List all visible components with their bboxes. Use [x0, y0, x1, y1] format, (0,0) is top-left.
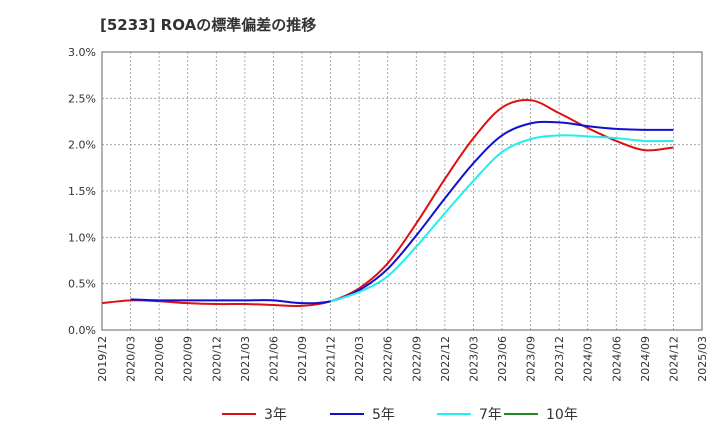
x-tick-label: 2023/06	[496, 336, 509, 382]
y-tick-label: 2.5%	[68, 92, 96, 105]
x-axis-tick-labels: 2019/12 2020/03 2020/06 2020/09 2020/12 2021/…	[96, 336, 709, 382]
y-tick-label: 1.5%	[68, 185, 96, 198]
y-tick-label: 0.0%	[68, 324, 96, 337]
series-line-5年	[130, 120, 674, 305]
x-tick-label: 2020/06	[153, 336, 166, 382]
x-tick-label: 2021/12	[325, 336, 338, 382]
series-line-3年	[101, 98, 674, 308]
legend: 3年 5年 7年 10年	[222, 407, 578, 423]
y-tick-label: 0.5%	[68, 278, 96, 291]
legend-label-10年: 10年	[546, 407, 578, 423]
x-tick-label: 2022/09	[410, 336, 423, 382]
x-tick-label: 2023/09	[525, 336, 538, 382]
x-tick-label: 2025/03	[696, 336, 709, 382]
x-tick-label: 2023/03	[467, 336, 480, 382]
series-layer	[101, 98, 674, 308]
x-tick-label: 2020/12	[210, 336, 223, 382]
x-tick-label: 2024/03	[582, 336, 595, 382]
x-tick-label: 2019/12	[96, 336, 109, 382]
x-tick-label: 2020/03	[125, 336, 138, 382]
x-tick-label: 2022/12	[439, 336, 452, 382]
y-tick-label: 3.0%	[68, 46, 96, 59]
grid-layer	[102, 52, 702, 330]
legend-label-7年: 7年	[479, 407, 502, 423]
x-tick-label: 2021/06	[267, 336, 280, 382]
legend-label-5年: 5年	[372, 407, 395, 423]
y-tick-label: 1.0%	[68, 231, 96, 244]
x-tick-label: 2024/06	[610, 336, 623, 382]
x-tick-label: 2021/09	[296, 336, 309, 382]
x-tick-label: 2024/12	[667, 336, 680, 382]
series-line-7年	[330, 134, 674, 303]
x-tick-label: 2020/09	[182, 336, 195, 382]
plot-frame	[101, 51, 703, 331]
x-tick-label: 2023/12	[553, 336, 566, 382]
x-tick-label: 2024/09	[639, 336, 652, 382]
legend-label-3年: 3年	[264, 407, 287, 423]
x-tick-label: 2021/03	[239, 336, 252, 382]
x-tick-label: 2022/06	[382, 336, 395, 382]
chart-title: [5233] ROAの標準偏差の推移	[100, 16, 317, 34]
x-tick-label: 2022/03	[353, 336, 366, 382]
y-axis-tick-labels: 0.0% 0.5% 1.0% 1.5% 2.0% 2.5% 3.0%	[68, 46, 96, 337]
y-tick-label: 2.0%	[68, 139, 96, 152]
